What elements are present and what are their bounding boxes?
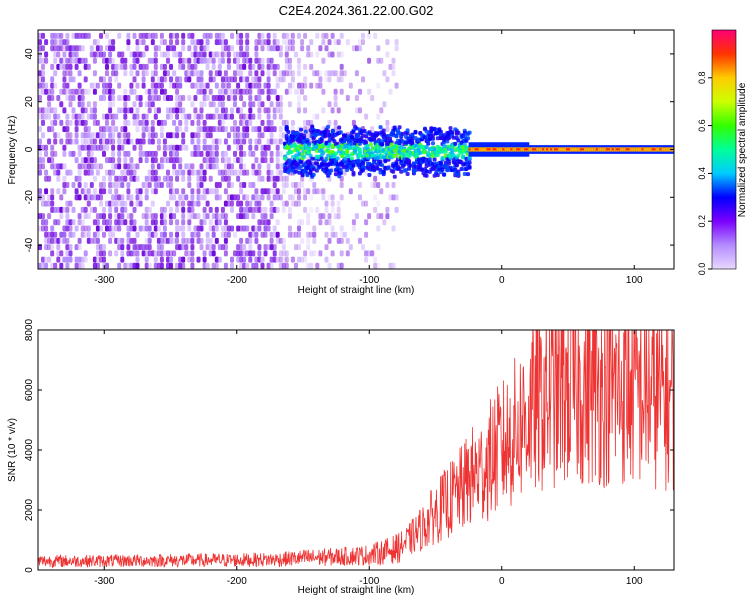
colorbar-frame <box>711 29 737 270</box>
heatmap-x-tick-label: 0 <box>499 275 505 286</box>
heatmap-cells <box>38 32 674 269</box>
heatmap-x-tick-label: -200 <box>227 275 247 286</box>
heatmap-x-tick-label: -100 <box>359 275 379 286</box>
heatmap-ylabel: Frequency (Hz) <box>7 116 18 185</box>
snr-x-tick-label: 100 <box>626 576 643 587</box>
snr-x-tick-label: -300 <box>94 576 114 587</box>
colorbar <box>712 30 736 269</box>
snr-xlabel: Height of straight line (km) <box>298 585 415 596</box>
colorbar-tick-label: 0.8 <box>697 72 707 85</box>
heatmap-y-tick-label: -40 <box>24 237 35 252</box>
colorbar-axes: 0.0 0.2 0.4 0.6 0.8 <box>697 72 712 276</box>
heatmap-y-tick-label: -20 <box>24 190 35 205</box>
heatmap-x-tick-label: -300 <box>94 275 114 286</box>
snr-ylabel: SNR (10 * v/v) <box>7 418 18 482</box>
snr-y-tick-label: 6000 <box>24 378 35 401</box>
heatmap-y-tick-label: 20 <box>24 96 35 108</box>
colorbar-label: Normalized spectral amplitude <box>737 82 748 217</box>
colorbar-tick-label: 0.2 <box>697 215 707 228</box>
heatmap-y-tick-label: 0 <box>24 146 35 152</box>
heatmap-x-tick-label: 100 <box>626 275 643 286</box>
snr-x-tick-label: 0 <box>499 576 505 587</box>
snr-y-tick-label: 0 <box>24 567 35 573</box>
snr-x-tick-label: -100 <box>359 576 379 587</box>
heatmap-xlabel: Height of straight line (km) <box>298 285 415 296</box>
heatmap-y-tick-label: 40 <box>24 48 35 60</box>
snr-y-tick-label: 4000 <box>24 438 35 461</box>
colorbar-tick-label: 0.4 <box>697 167 707 180</box>
snr-y-tick-label: 8000 <box>24 318 35 341</box>
snr-y-tick-label: 2000 <box>24 498 35 521</box>
snr-plot-area <box>38 330 674 569</box>
snr-series-line <box>38 330 674 569</box>
chart-title: C2E4.2024.361.22.00.G02 <box>279 3 434 18</box>
colorbar-tick-label: 0.0 <box>697 263 707 276</box>
snr-x-tick-label: -200 <box>227 576 247 587</box>
colorbar-tick-label: 0.6 <box>697 119 707 132</box>
